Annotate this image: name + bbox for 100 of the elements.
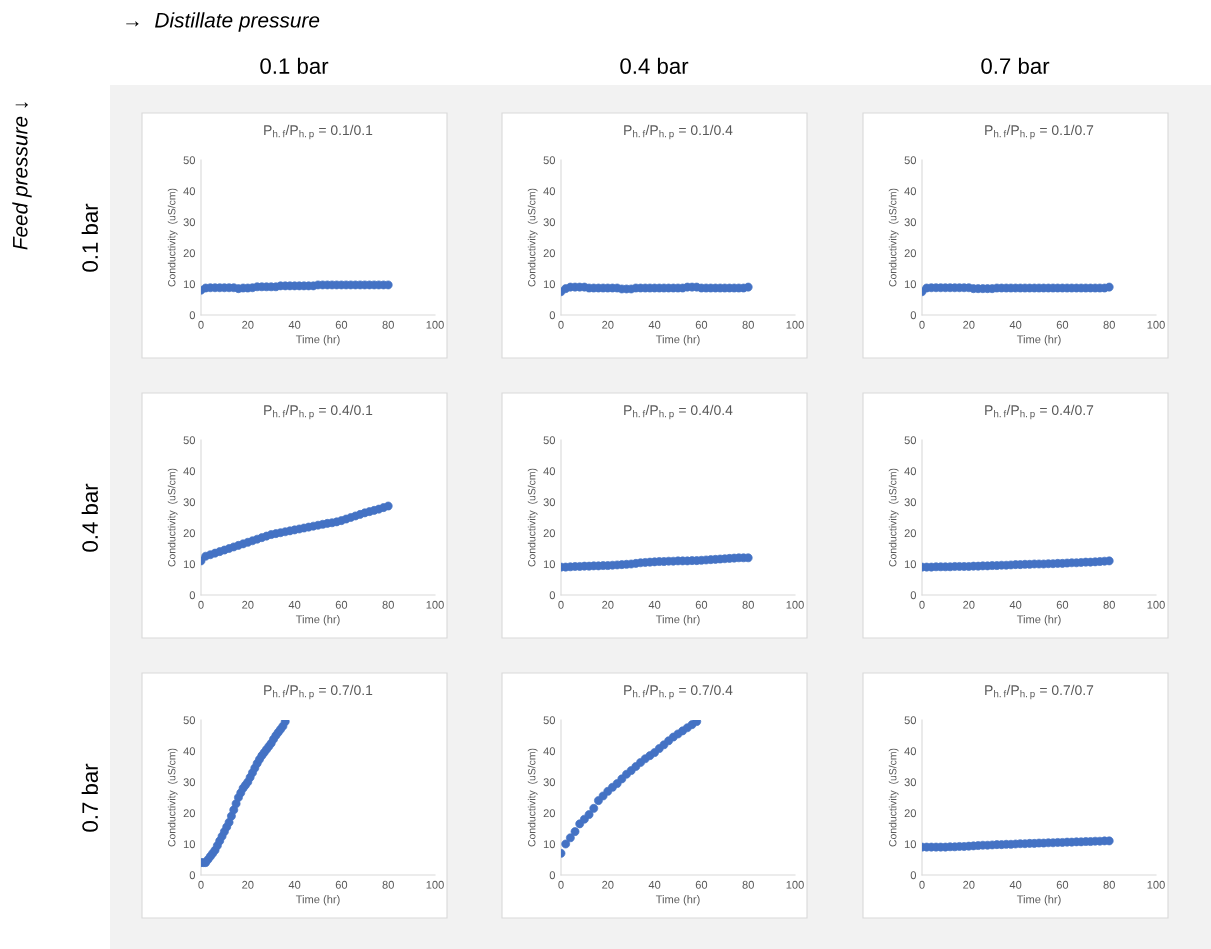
x-tick-label: 100 [786, 880, 804, 889]
x-tick-label: 60 [335, 600, 348, 609]
y-tick-label: 40 [183, 187, 196, 196]
y-tick-label: 10 [543, 280, 556, 289]
y-axis-title: Conductivity (uS/cm) [527, 188, 538, 287]
x-tick-label: 20 [242, 880, 254, 889]
x-axis-title: Time (hr) [655, 895, 700, 906]
y-tick-label: 20 [904, 529, 917, 538]
y-tick-label: 30 [183, 778, 196, 787]
x-tick-label: 80 [742, 600, 754, 609]
y-tick-label: 40 [904, 747, 917, 756]
x-axis-title: Time (hr) [295, 335, 340, 346]
x-tick-label: 100 [426, 880, 444, 889]
x-tick-label: 60 [335, 320, 348, 329]
chart-title: P$_{h.f}$/P$_{h.p}$ = 0.7/0.7 [985, 684, 1094, 700]
x-axis-title: Time (hr) [1016, 895, 1061, 906]
x-tick-label: 100 [786, 600, 804, 609]
x-tick-label: 60 [1056, 600, 1069, 609]
y-tick-label: 30 [904, 778, 917, 787]
y-axis-title: Conductivity (uS/cm) [888, 748, 899, 847]
x-tick-label: 20 [963, 600, 975, 609]
y-tick-label: 10 [543, 840, 556, 849]
x-tick-label: 40 [288, 600, 301, 609]
x-tick-label: 100 [1147, 600, 1165, 609]
y-tick-label: 20 [904, 809, 917, 818]
x-tick-label: 20 [602, 600, 614, 609]
y-tick-label: 50 [904, 436, 917, 445]
x-tick-label: 80 [1103, 880, 1115, 889]
y-tick-label: 20 [543, 249, 556, 258]
x-tick-label: 60 [695, 600, 708, 609]
x-tick-label: 40 [288, 320, 301, 329]
x-axis-title: Time (hr) [655, 615, 700, 626]
x-tick-label: 0 [919, 880, 925, 889]
y-tick-label: 30 [904, 498, 917, 507]
x-axis-title: Time (hr) [295, 615, 340, 626]
y-axis-title: Conductivity (uS/cm) [527, 748, 538, 847]
y-tick-label: 20 [904, 249, 917, 258]
chart-title: P$_{h.f}$/P$_{h.p}$ = 0.1/0.1 [264, 124, 373, 140]
y-tick-label: 30 [543, 218, 556, 227]
y-tick-label: 0 [189, 871, 196, 880]
y-tick-label: 10 [183, 280, 196, 289]
y-tick-label: 50 [183, 156, 196, 165]
x-tick-label: 60 [335, 880, 348, 889]
x-tick-label: 0 [198, 320, 204, 329]
x-tick-label: 40 [648, 600, 661, 609]
y-tick-label: 0 [910, 311, 917, 320]
y-axis-title: Conductivity (uS/cm) [527, 468, 538, 567]
x-tick-label: 20 [242, 600, 254, 609]
x-tick-label: 20 [602, 880, 614, 889]
x-tick-label: 100 [1147, 320, 1165, 329]
x-tick-label: 80 [1103, 600, 1115, 609]
y-axis-title: Conductivity (uS/cm) [167, 188, 178, 287]
x-tick-label: 60 [695, 880, 708, 889]
y-tick-label: 0 [549, 591, 556, 600]
text: 0.1 bar [81, 203, 98, 272]
x-tick-label: 0 [558, 880, 564, 889]
y-tick-label: 10 [543, 560, 556, 569]
chart-title: P$_{h.f}$/P$_{h.p}$ = 0.7/0.1 [264, 684, 373, 700]
y-tick-label: 40 [904, 467, 917, 476]
x-tick-label: 40 [288, 880, 301, 889]
y-tick-label: 0 [189, 311, 196, 320]
x-tick-label: 80 [382, 320, 394, 329]
y-axis-title: Conductivity (uS/cm) [888, 188, 899, 287]
chart-title: P$_{h.f}$/P$_{h.p}$ = 0.4/0.4 [624, 404, 733, 420]
text: 0.1 bar [260, 57, 329, 74]
y-tick-label: 30 [183, 218, 196, 227]
chart-title: P$_{h.f}$/P$_{h.p}$ = 0.4/0.1 [264, 404, 373, 420]
text: 0.7 bar [981, 57, 1050, 74]
y-tick-label: 20 [183, 249, 196, 258]
x-tick-label: 60 [1056, 320, 1069, 329]
y-tick-label: 50 [183, 716, 196, 725]
x-tick-label: 0 [919, 320, 925, 329]
x-tick-label: 40 [1009, 320, 1022, 329]
y-tick-label: 20 [543, 529, 556, 538]
x-tick-label: 20 [242, 320, 254, 329]
x-tick-label: 0 [558, 320, 564, 329]
x-tick-label: 40 [648, 880, 661, 889]
y-tick-label: 40 [543, 747, 556, 756]
x-tick-label: 20 [963, 320, 975, 329]
y-tick-label: 30 [543, 498, 556, 507]
x-tick-label: 40 [648, 320, 661, 329]
x-axis-title: Time (hr) [1016, 615, 1061, 626]
y-tick-label: 40 [543, 467, 556, 476]
x-tick-label: 100 [426, 600, 444, 609]
y-tick-label: 40 [183, 467, 196, 476]
y-axis-title: Conductivity (uS/cm) [167, 748, 178, 847]
x-tick-label: 60 [695, 320, 708, 329]
x-tick-label: 20 [963, 880, 975, 889]
x-tick-label: 0 [558, 600, 564, 609]
x-axis-title: Time (hr) [1016, 335, 1061, 346]
y-axis-title: Conductivity (uS/cm) [888, 468, 899, 567]
y-tick-label: 30 [904, 218, 917, 227]
y-tick-label: 40 [543, 187, 556, 196]
x-tick-label: 80 [742, 320, 754, 329]
y-tick-label: 40 [183, 747, 196, 756]
x-tick-label: 0 [919, 600, 925, 609]
x-tick-label: 0 [198, 600, 204, 609]
chart-title: P$_{h.f}$/P$_{h.p}$ = 0.4/0.7 [985, 404, 1094, 420]
y-tick-label: 50 [183, 436, 196, 445]
chart-title: P$_{h.f}$/P$_{h.p}$ = 0.1/0.7 [985, 124, 1094, 140]
